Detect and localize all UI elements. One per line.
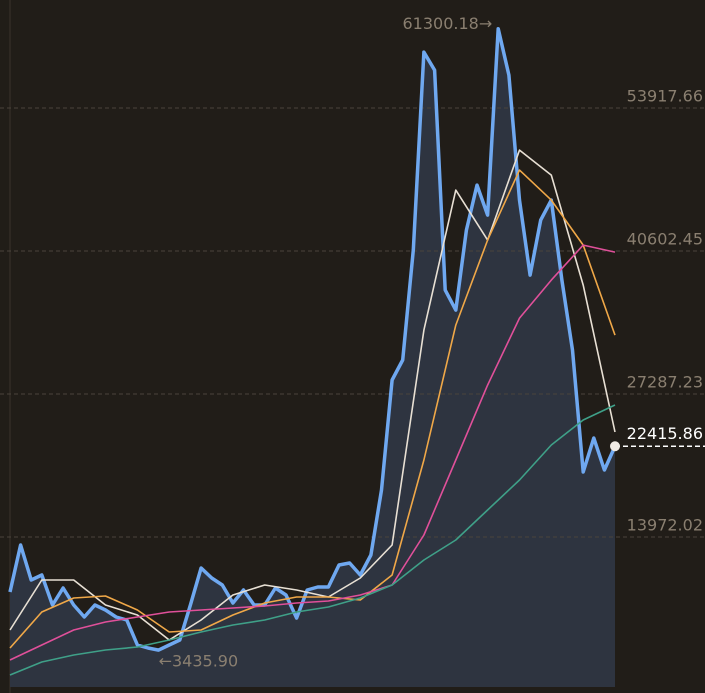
y-tick-label: 27287.23 — [627, 372, 703, 391]
moving-average-line — [9, 404, 616, 676]
current-value-label: 22415.86 — [627, 424, 703, 443]
y-tick-label: 40602.45 — [627, 229, 703, 248]
price-line — [8, 26, 617, 652]
min-annotation: ←3435.90 — [159, 652, 239, 671]
moving-average-line — [9, 244, 616, 661]
moving-average-line — [9, 169, 616, 649]
current-value-dot — [610, 441, 620, 452]
max-annotation: 61300.18→ — [402, 14, 492, 33]
y-tick-label: 53917.66 — [627, 86, 703, 105]
moving-average-line — [9, 149, 616, 641]
price-area — [10, 28, 615, 687]
y-tick-label: 13972.02 — [627, 515, 703, 534]
